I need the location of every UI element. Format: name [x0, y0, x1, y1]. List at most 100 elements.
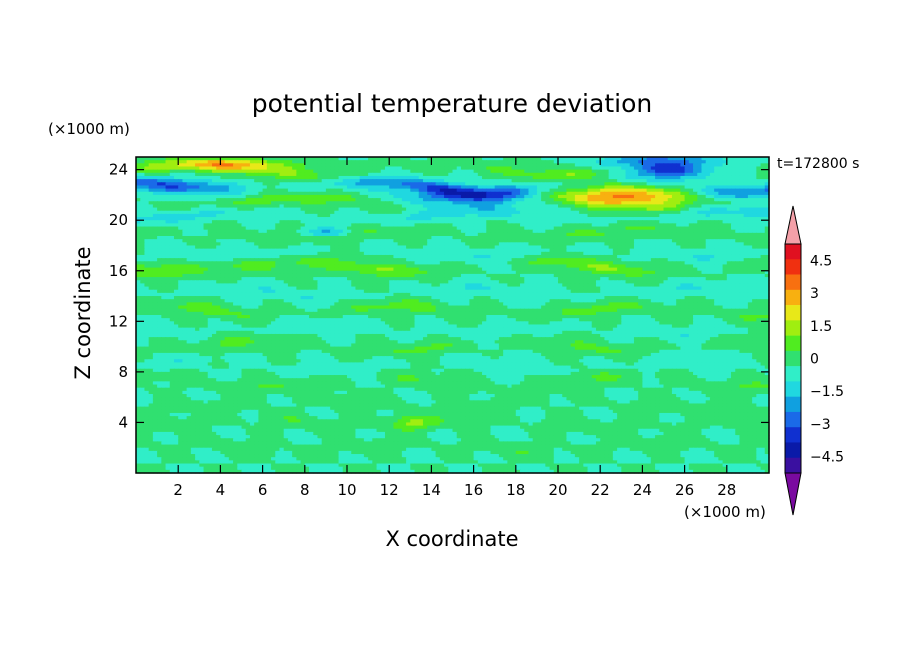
contour-cell: [756, 258, 762, 262]
contour-cell: [659, 204, 665, 209]
contour-cell: [494, 223, 500, 228]
contour-cell: [410, 226, 416, 231]
contour-cell: [524, 169, 530, 174]
contour-cell: [515, 198, 521, 202]
contour-cell: [731, 239, 736, 243]
contour-cell: [241, 204, 247, 209]
contour-cell: [321, 236, 327, 240]
contour-cell: [363, 204, 369, 209]
contour-cell: [144, 179, 150, 183]
contour-cell: [406, 191, 411, 196]
contour-cell: [482, 188, 487, 193]
contour-cell: [680, 188, 686, 193]
contour-cell: [228, 185, 234, 190]
contour-cell: [587, 254, 593, 259]
contour-cell: [579, 166, 584, 171]
contour-cell: [722, 248, 728, 253]
contour-cell: [186, 163, 192, 168]
contour-cell: [549, 160, 555, 164]
contour-cell: [203, 213, 209, 218]
contour-cell: [549, 188, 555, 193]
contour-cell: [406, 251, 411, 256]
contour-cell: [351, 169, 357, 174]
contour-cell: [384, 229, 390, 234]
contour-cell: [549, 229, 555, 234]
contour-cell: [701, 182, 707, 187]
contour-cell: [456, 239, 462, 243]
contour-cell: [216, 210, 221, 215]
contour-cell: [718, 198, 724, 202]
contour-cell: [498, 207, 504, 212]
contour-cell: [553, 207, 559, 212]
contour-cell: [709, 182, 715, 187]
contour-cell: [549, 217, 555, 221]
contour-cell: [608, 207, 614, 212]
contour-cell: [595, 258, 601, 262]
contour-cell: [190, 210, 196, 215]
contour-cell: [477, 258, 483, 262]
contour-cell: [460, 182, 466, 187]
contour-cell: [684, 194, 690, 199]
contour-cell: [376, 191, 382, 196]
contour-cell: [515, 207, 521, 212]
contour-cell: [152, 242, 158, 247]
contour-cell: [199, 251, 205, 256]
contour-cell: [752, 185, 757, 190]
contour-cell: [173, 239, 179, 243]
contour-cell: [718, 239, 724, 243]
contour-cell: [380, 242, 386, 247]
contour-cell: [444, 163, 449, 168]
contour-cell: [271, 166, 276, 171]
contour-cell: [507, 245, 513, 250]
contour-cell: [541, 232, 546, 237]
contour-cell: [688, 157, 694, 161]
contour-cell: [705, 207, 711, 212]
contour-cell: [595, 220, 601, 224]
contour-cell: [587, 169, 593, 174]
contour-cell: [207, 223, 213, 228]
contour-cell: [482, 160, 487, 164]
contour-cell: [287, 217, 293, 221]
contour-cell: [190, 185, 196, 190]
contour-cell: [524, 248, 530, 253]
contour-cell: [207, 217, 213, 221]
contour-cell: [178, 242, 184, 247]
contour-cell: [427, 210, 432, 215]
contour-cell: [617, 226, 622, 231]
contour-cell: [283, 248, 289, 253]
contour-cell: [216, 258, 221, 262]
contour-cell: [241, 191, 247, 196]
contour-cell: [414, 245, 420, 250]
contour-cell: [595, 251, 601, 256]
contour-cell: [161, 213, 167, 218]
contour-cell: [144, 157, 150, 161]
contour-cell: [300, 172, 306, 177]
contour-cell: [756, 163, 762, 168]
contour-cell: [309, 179, 314, 183]
contour-cell: [355, 232, 361, 237]
contour-cell: [406, 229, 411, 234]
contour-cell: [558, 251, 563, 256]
contour-cell: [465, 157, 470, 161]
contour-cell: [541, 254, 546, 259]
contour-cell: [520, 175, 525, 180]
contour-cell: [279, 166, 285, 171]
contour-cell: [393, 163, 399, 168]
contour-cell: [456, 188, 462, 193]
contour-cell: [709, 207, 715, 212]
contour-cell: [359, 248, 365, 253]
contour-cell: [304, 213, 310, 218]
contour-cell: [182, 258, 188, 262]
contour-cell: [140, 172, 146, 177]
contour-cell: [591, 157, 597, 161]
contour-cell: [136, 261, 141, 266]
contour-cell: [444, 194, 449, 199]
contour-cell: [528, 172, 534, 177]
contour-cell: [414, 210, 420, 215]
contour-cell: [233, 191, 238, 196]
contour-cell: [258, 245, 264, 250]
contour-cell: [418, 201, 424, 205]
contour-cell: [583, 210, 589, 215]
contour-cell: [676, 226, 681, 231]
contour-cell: [490, 188, 496, 193]
